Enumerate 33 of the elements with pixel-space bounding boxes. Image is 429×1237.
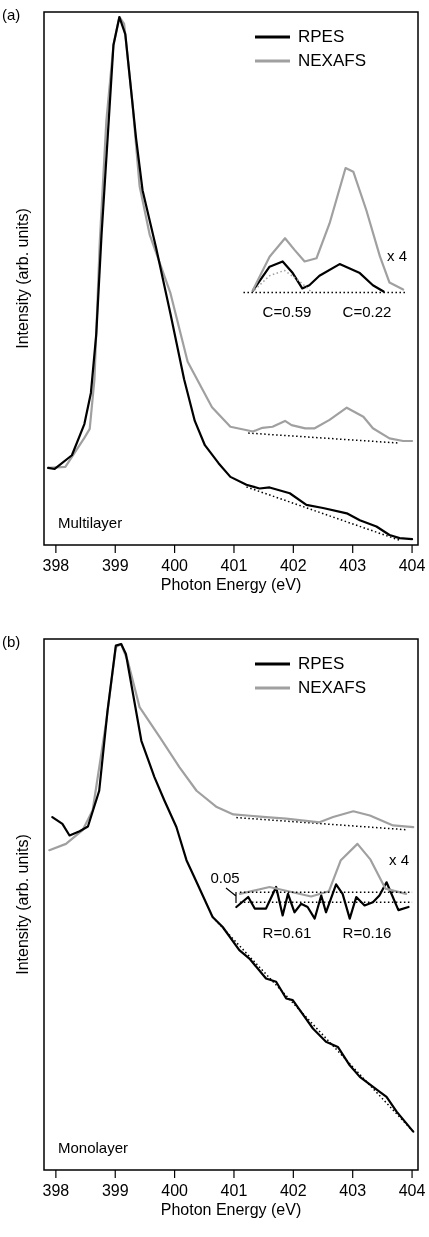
x-tick-label: 402	[279, 557, 307, 574]
annotation: Multilayer	[58, 514, 123, 531]
x-tick-label: 401	[220, 1182, 248, 1199]
annotation: R=0.61	[262, 924, 312, 941]
chart-title: (a)	[2, 6, 21, 23]
chart-title: (b)	[2, 633, 21, 650]
x-tick-label: 398	[42, 557, 70, 574]
x-axis-title: Photon Energy (eV)	[160, 1201, 302, 1218]
annotation: R=0.16	[342, 924, 392, 941]
annotation: C=0.59	[262, 303, 312, 320]
legend-label: RPES	[298, 27, 345, 46]
annotation: C=0.22	[342, 303, 392, 320]
x-tick-label: 403	[339, 557, 367, 574]
legend-label: NEXAFS	[298, 678, 367, 697]
y-axis-title: Intensity (arb. units)	[14, 208, 31, 349]
x-tick-label: 400	[161, 1182, 189, 1199]
x-tick-label: 399	[101, 1182, 129, 1199]
x-tick-label: 403	[339, 1182, 367, 1199]
x-tick-label: 398	[42, 1182, 70, 1199]
y-axis-title: Intensity (arb. units)	[14, 834, 31, 975]
legend-label: RPES	[298, 654, 345, 673]
annotation: x 4	[386, 247, 408, 264]
x-axis-title: Photon Energy (eV)	[160, 576, 302, 593]
x-tick-label: 401	[220, 557, 248, 574]
annotation: Monolayer	[58, 1139, 129, 1156]
annotation: 0.05	[210, 869, 240, 886]
x-tick-label: 402	[279, 1182, 307, 1199]
x-tick-label: 399	[101, 557, 129, 574]
x-tick-label: 404	[398, 557, 426, 574]
legend-label: NEXAFS	[298, 51, 367, 70]
x-tick-label: 404	[398, 1182, 426, 1199]
annotation: x 4	[388, 851, 410, 868]
x-tick-label: 400	[161, 557, 189, 574]
